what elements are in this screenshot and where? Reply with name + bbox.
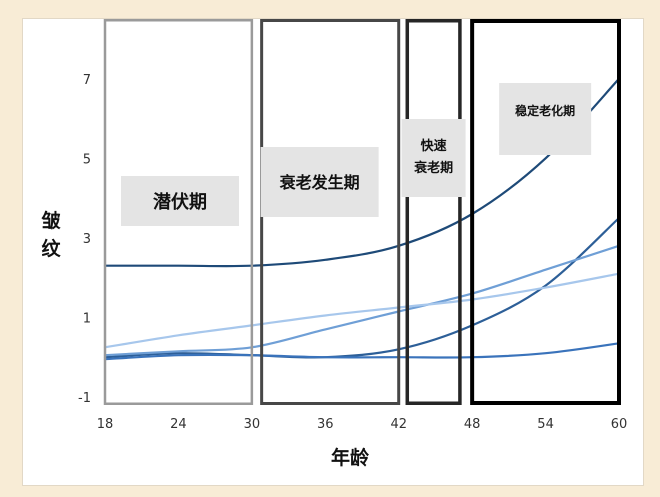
phase-box [405, 19, 462, 405]
series-line-1 [103, 77, 621, 268]
chart-figure: 18 24 30 36 42 48 54 60 -1 1 3 5 7 年龄 皱纹 潜伏期 衰老发生期 快速衰老期… [22, 18, 644, 486]
phase-label-panel [121, 176, 239, 226]
y-tick-label: 7 [83, 73, 91, 88]
phase-label: 衰老发生期 [279, 173, 360, 192]
phase-label-panel [401, 119, 466, 197]
x-tick-label: 36 [317, 417, 334, 432]
x-tick-label: 18 [97, 417, 114, 432]
phase-label: 稳定老化期 [515, 103, 575, 118]
phase-box [470, 19, 621, 405]
y-tick-label: 5 [83, 152, 91, 167]
series-line-5 [103, 342, 621, 361]
y-tick-label: -1 [78, 391, 91, 406]
phase-label: 衰老期 [413, 160, 453, 176]
line-chart: 18 24 30 36 42 48 54 60 -1 1 3 5 7 年龄 皱纹 潜伏期 衰老发生期 快速衰老期… [40, 19, 628, 469]
x-tick-label: 30 [244, 417, 261, 432]
x-tick-label: 24 [170, 417, 187, 432]
x-tick-label: 54 [537, 417, 554, 432]
phase-label: 快速 [421, 138, 447, 154]
x-tick-label: 48 [464, 417, 481, 432]
series-line-2 [103, 216, 621, 359]
phase-box [103, 19, 254, 405]
y-axis-title-char: 纹 [41, 237, 61, 260]
phase-label-panel [260, 147, 379, 217]
series-line-4 [103, 272, 621, 349]
phase-label-panel [499, 83, 592, 155]
y-axis-title-char: 皱 [40, 209, 61, 232]
y-tick-label: 3 [83, 232, 91, 247]
x-axis-title: 年龄 [331, 446, 370, 469]
y-tick-label: 1 [83, 311, 91, 326]
series-line-3 [103, 244, 621, 357]
x-tick-label: 42 [390, 417, 407, 432]
phase-label: 潜伏期 [153, 191, 207, 213]
x-tick-label: 60 [611, 417, 628, 432]
